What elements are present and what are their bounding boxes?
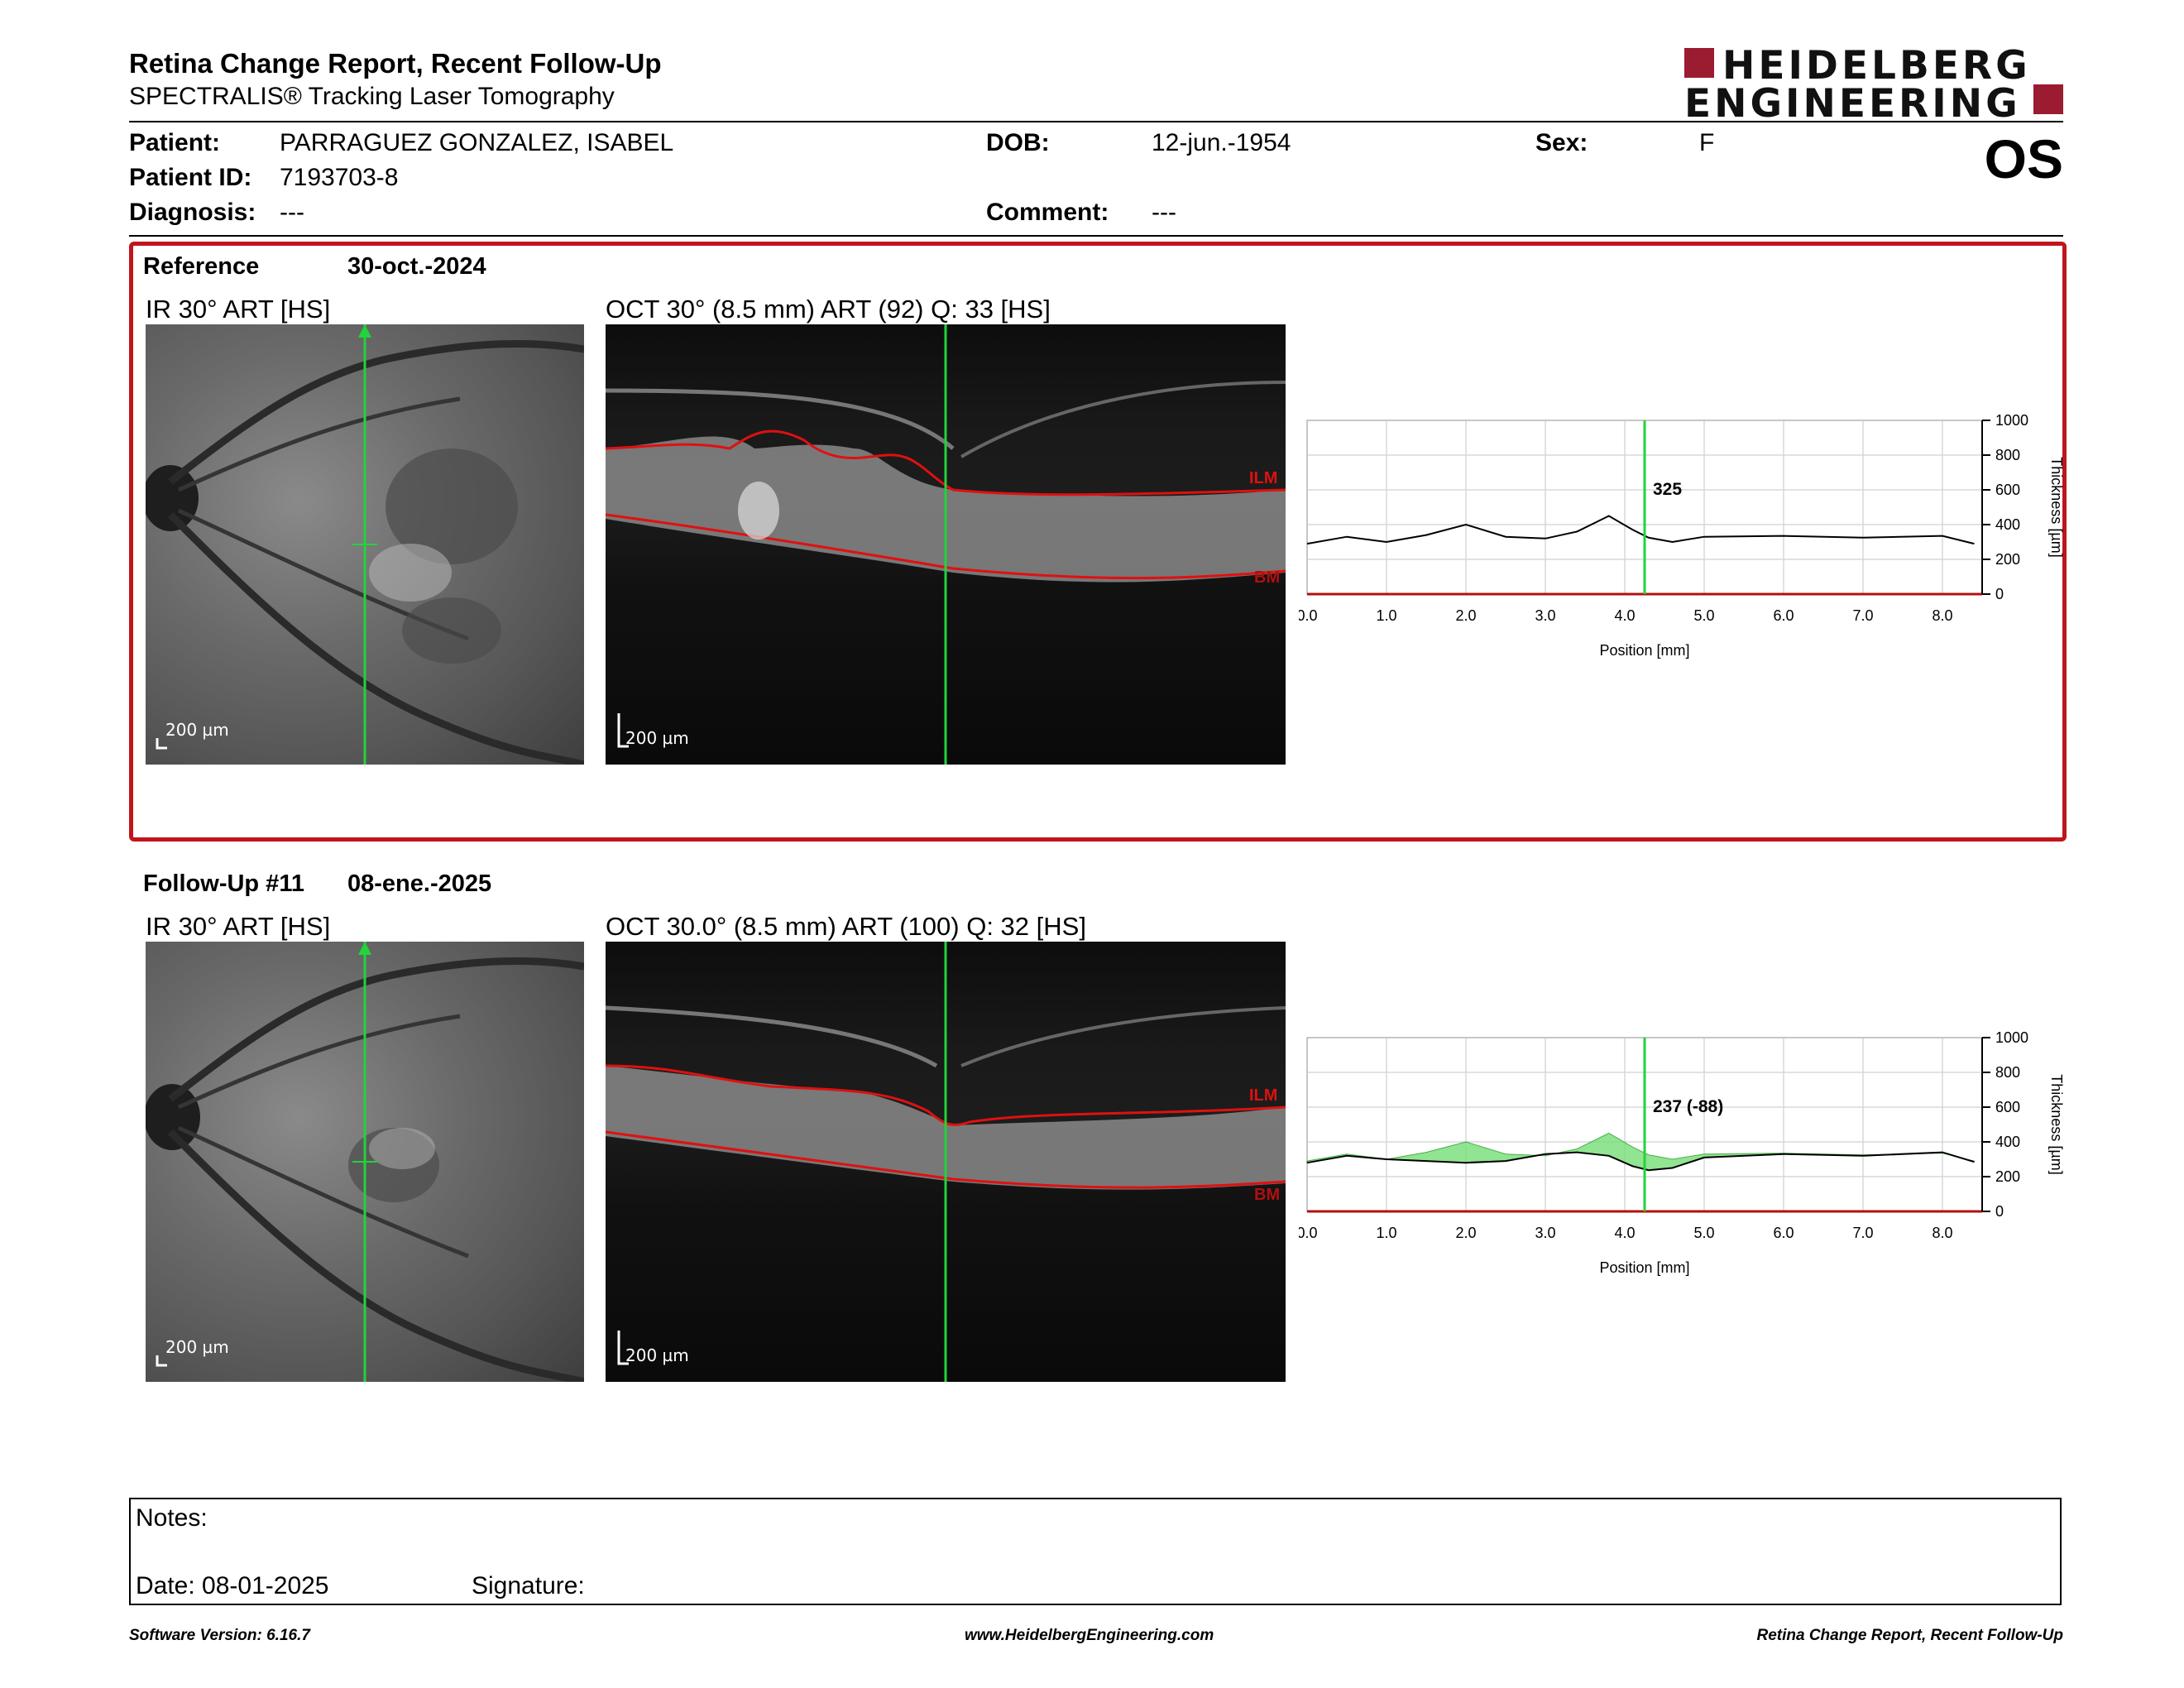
- footer-software-version: Software Version: 6.16.7: [129, 1627, 310, 1644]
- reference-label: Reference: [143, 253, 260, 280]
- x-tick-label: 1.0: [1376, 607, 1396, 624]
- y-tick-label: 800: [1995, 1064, 2020, 1081]
- x-tick-label: 8.0: [1932, 607, 1952, 624]
- y-axis-label: Thickness [µm]: [2048, 457, 2065, 557]
- logo-line-1: HEIDELBERG: [1722, 43, 2031, 89]
- comment-label: Comment:: [986, 199, 1109, 226]
- reference-ir-label: IR 30° ART [HS]: [146, 295, 331, 324]
- thickness-line: [1306, 515, 1975, 545]
- y-axis-label: Thickness [µm]: [2048, 1074, 2065, 1174]
- notes-label: Notes:: [136, 1504, 208, 1532]
- y-tick-label: 200: [1995, 1168, 2020, 1185]
- y-tick-label: 0: [1995, 1203, 2004, 1220]
- patient-id-label: Patient ID:: [129, 164, 252, 191]
- followup-oct-scale: 200 µm: [625, 1345, 689, 1365]
- x-tick-label: 3.0: [1535, 607, 1555, 624]
- y-tick-label: 1000: [1995, 1029, 2028, 1046]
- patient-id: 7193703-8: [280, 164, 399, 191]
- x-tick-label: 5.0: [1693, 607, 1714, 624]
- x-tick-label: 7.0: [1852, 1225, 1873, 1241]
- report-subtitle: SPECTRALIS® Tracking Laser Tomography: [129, 83, 615, 110]
- x-tick-label: 5.0: [1693, 1225, 1714, 1241]
- footer-website-link[interactable]: www.HeidelbergEngineering.com: [965, 1627, 1214, 1644]
- reference-ir-image: 200 µm: [146, 324, 584, 765]
- followup-ir-image: 200 µm: [146, 942, 584, 1382]
- followup-ilm-label: ILM: [1249, 1086, 1277, 1105]
- footer-report-name: Retina Change Report, Recent Follow-Up: [1756, 1627, 2063, 1644]
- y-tick-label: 600: [1995, 1099, 2020, 1115]
- followup-date: 08-ene.-2025: [347, 870, 492, 897]
- notes-date: Date: 08-01-2025: [136, 1572, 329, 1599]
- comment-value: ---: [1152, 199, 1176, 226]
- signature-label: Signature:: [472, 1572, 585, 1599]
- x-tick-label: 4.0: [1614, 607, 1635, 624]
- followup-thickness-chart: 0.0 1.0 2.0 3.0 4.0 5.0 6.0 7.0 8.0 0 200 400 600 800…: [1296, 1029, 2076, 1302]
- y-tick-label: 600: [1995, 482, 2020, 498]
- eye-label: OS: [1984, 128, 2063, 189]
- followup-bm-label: BM: [1254, 1186, 1280, 1204]
- x-tick-label: 1.0: [1376, 1225, 1396, 1241]
- x-tick-label: 2.0: [1455, 1225, 1476, 1241]
- sex-value: F: [1699, 129, 1715, 156]
- notes-box: Notes: Date: 08-01-2025 Signature:: [129, 1498, 2062, 1605]
- followup-oct-image: ILM BM 200 µm: [606, 942, 1286, 1382]
- reference-bm-label: BM: [1254, 568, 1280, 587]
- followup-ir-scale: 200 µm: [165, 1337, 229, 1357]
- x-tick-label: 2.0: [1455, 607, 1476, 624]
- reference-oct-scale: 200 µm: [625, 728, 689, 748]
- dob-value: 12-jun.-1954: [1152, 129, 1291, 156]
- x-tick-label: 3.0: [1535, 1225, 1555, 1241]
- thickness-line: [1306, 1151, 1975, 1172]
- reference-ilm-label: ILM: [1249, 469, 1277, 487]
- y-tick-label: 400: [1995, 1134, 2020, 1150]
- diagnosis-value: ---: [280, 199, 304, 226]
- marker-value-label: 237 (-88): [1653, 1097, 1723, 1116]
- patient-name: PARRAGUEZ GONZALEZ, ISABEL: [280, 129, 674, 156]
- reference-ir-scale: 200 µm: [165, 720, 229, 740]
- y-tick-label: 1000: [1995, 412, 2028, 429]
- y-tick-label: 0: [1995, 586, 2004, 602]
- y-tick-label: 800: [1995, 447, 2020, 463]
- reference-oct-image: ILM BM 200 µm: [606, 324, 1286, 765]
- y-tick-label: 400: [1995, 516, 2020, 533]
- x-axis-label: Position [mm]: [1599, 642, 1689, 659]
- company-logo: HEIDELBERG ENGINEERING: [1684, 43, 2065, 123]
- patient-label: Patient:: [129, 129, 221, 156]
- x-tick-label: 6.0: [1773, 607, 1794, 624]
- x-tick-label: 0.0: [1299, 1225, 1318, 1241]
- y-tick-label: 200: [1995, 551, 2020, 568]
- reference-oct-label: OCT 30° (8.5 mm) ART (92) Q: 33 [HS]: [606, 295, 1051, 324]
- x-tick-label: 8.0: [1932, 1225, 1952, 1241]
- x-tick-label: 6.0: [1773, 1225, 1794, 1241]
- report-title: Retina Change Report, Recent Follow-Up: [129, 48, 662, 79]
- followup-oct-label: OCT 30.0° (8.5 mm) ART (100) Q: 32 [HS]: [606, 912, 1086, 941]
- marker-value-label: 325: [1653, 480, 1682, 499]
- reference-box: [129, 242, 2067, 842]
- logo-line-2: ENGINEERING: [1684, 81, 2021, 127]
- x-axis-label: Position [mm]: [1599, 1259, 1689, 1276]
- followup-ir-label: IR 30° ART [HS]: [146, 912, 331, 941]
- difference-area: [1306, 1132, 1975, 1171]
- reference-thickness-chart: 0.0 1.0 2.0 3.0 4.0 5.0 6.0 7.0 8.0 0 200 400 600 800…: [1296, 412, 2076, 685]
- x-tick-label: 4.0: [1614, 1225, 1635, 1241]
- diagnosis-label: Diagnosis:: [129, 199, 256, 226]
- sex-label: Sex:: [1535, 129, 1588, 156]
- dob-label: DOB:: [986, 129, 1050, 156]
- followup-label: Follow-Up #11: [143, 870, 304, 897]
- x-tick-label: 7.0: [1852, 607, 1873, 624]
- x-tick-label: 0.0: [1299, 607, 1318, 624]
- reference-date: 30-oct.-2024: [347, 253, 486, 280]
